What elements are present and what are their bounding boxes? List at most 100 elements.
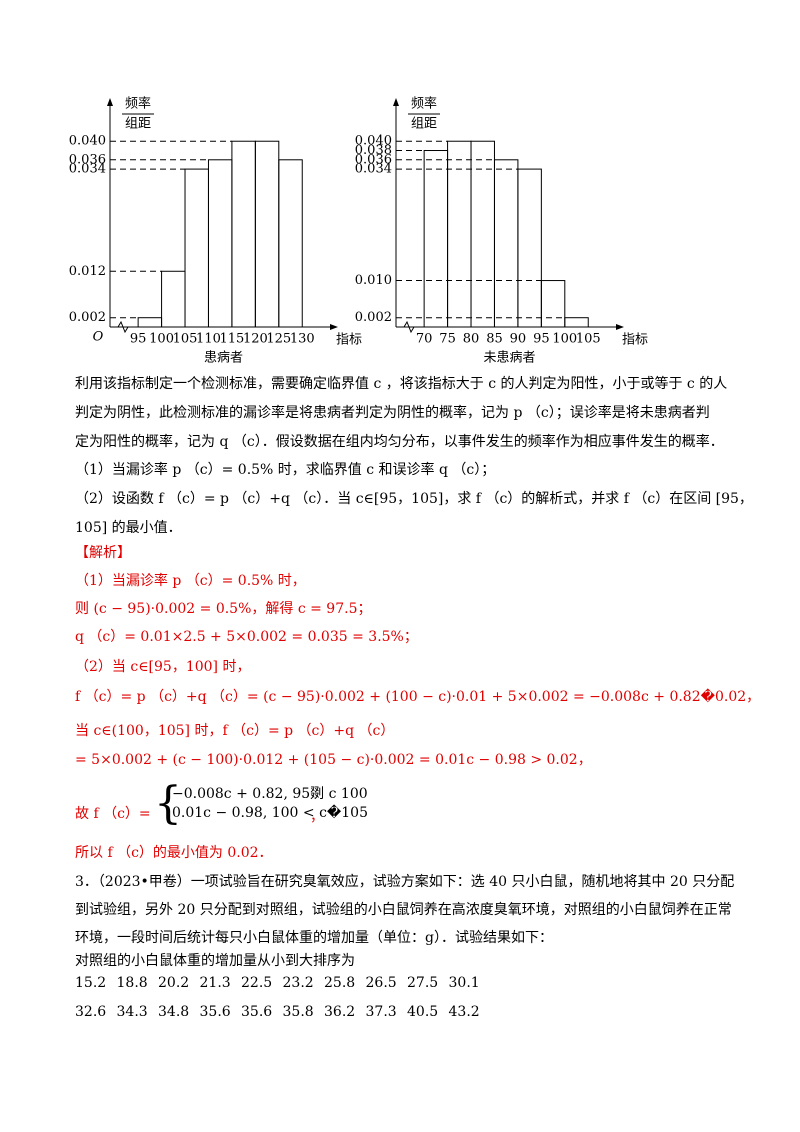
data-value: 15.2 (75, 975, 107, 991)
caption: 患病者 (204, 351, 243, 366)
x-tick-label: 115 (219, 332, 244, 347)
y-tick-label: 0.002 (69, 310, 106, 325)
data-value: 37.3 (365, 1004, 397, 1020)
brace: { (154, 778, 182, 829)
solution-line: （2）当 c∈[95，100] 时， (75, 659, 251, 675)
bar (207, 159, 233, 328)
y-tick-label: 0.036 (69, 152, 106, 167)
bar (278, 159, 303, 328)
data-value: 40.5 (407, 1004, 439, 1020)
y-tick-label: 0.034 (355, 162, 392, 177)
data-value: 26.5 (365, 975, 397, 991)
x-tick-label: 95 (130, 332, 147, 347)
problem3-line: 对照组的小白鼠体重的增加量从小到大排序为 (75, 953, 355, 969)
x-tick-label: 90 (510, 332, 527, 347)
x-arrow (616, 324, 624, 330)
y-tick-label: 0.040 (69, 134, 106, 149)
caption: 未患病者 (483, 351, 535, 366)
problem-line: （1）当漏诊率 p （c）= 0.5% 时，求临界值 c 和误诊率 q （c）； (75, 462, 496, 478)
y-arrow (393, 98, 399, 106)
problem-line: 定为阳性的概率，记为 q （c）．假设数据在组内均匀分布，以事件发生的频率作为相… (75, 434, 724, 450)
data-value: 35.8 (282, 1004, 314, 1020)
problem-line: （2）设函数 f （c）= p （c）+q （c）．当 c∈[95，105]，求… (75, 491, 753, 507)
x-tick-label: 130 (290, 332, 315, 347)
solution-line: 则 (c − 95)·0.002 = 0.5%，解得 c = 97.5； (75, 601, 372, 617)
x-tick-label: 120 (243, 332, 268, 347)
data-value: 21.3 (199, 975, 231, 991)
x-tick-label: 95 (533, 332, 550, 347)
data-value: 34.8 (158, 1004, 190, 1020)
data-value: 36.2 (324, 1004, 356, 1020)
x-label: 指标 (622, 333, 648, 348)
data-value: 35.6 (241, 1004, 273, 1020)
solution-heading: 【解析】 (75, 545, 131, 561)
solution-line: 当 c∈(100，105] 时，f （c）= p （c）+q （c） (75, 723, 395, 739)
y-tick-label: 0.002 (355, 310, 392, 325)
y-tick-label: 0.040 (355, 134, 392, 149)
x-tick-label: 100 (149, 332, 174, 347)
piecewise-suffix: ， (310, 809, 324, 825)
bar (254, 140, 280, 328)
x-tick-label: 85 (486, 332, 503, 347)
problem-line: 利用该指标制定一个检测标准，需要确定临界值 c ，将该指标大于 c 的人判定为阳… (75, 376, 728, 392)
solution-line: q （c）= 0.01×2.5 + 5×0.002 = 0.035 = 3.5%… (75, 629, 418, 645)
solution-line: f （c）= p （c）+q （c）= (c − 95)·0.002 + (10… (75, 689, 761, 705)
problem-line: 105] 的最小值． (75, 520, 182, 536)
y-tick-label: 0.036 (355, 152, 392, 167)
data-value: 34.3 (116, 1004, 148, 1020)
piecewise-prefix: 故 f （c）= (75, 806, 151, 822)
x-tick-label: 110 (196, 332, 221, 347)
x-tick-label: 105 (173, 332, 198, 347)
bar (517, 168, 542, 328)
y-tick-label: 0.010 (355, 273, 392, 288)
data-value: 27.5 (407, 975, 439, 991)
problem-line: 判定为阴性，此检测标准的漏诊率是将患病者判定为阴性的概率，记为 p （c）；误诊… (75, 405, 710, 421)
bar (423, 150, 449, 328)
problem3-line: 3．（2023•甲卷）一项试验旨在研究臭氧效应，试验方案如下：选 40 只小白鼠… (75, 874, 735, 890)
axis-break (117, 320, 129, 334)
data-value: 18.8 (116, 975, 148, 991)
origin: O (93, 330, 104, 345)
piecewise-case: 0.01c − 0.98, 100 < c�105 (172, 805, 368, 821)
x-tick-label: 80 (463, 332, 480, 347)
x-arrow (330, 324, 338, 330)
y-tick-label: 0.038 (355, 143, 392, 158)
data-value: 30.1 (448, 975, 480, 991)
problem3-line: 到试验组，另外 20 只分配到对照组，试验组的小白鼠饲养在高浓度臭氧环境，对照组… (75, 902, 732, 918)
solution-conclusion: 所以 f （c）的最小值为 0.02． (75, 845, 273, 861)
data-value: 23.2 (282, 975, 314, 991)
bar (161, 270, 186, 328)
y-label: 组距 (411, 117, 437, 132)
solution-line: = 5×0.002 + (c − 100)·0.012 + (105 − c)·… (75, 752, 592, 768)
bar (184, 168, 209, 328)
bar (540, 280, 566, 328)
bar (137, 317, 163, 328)
data-value: 22.5 (241, 975, 273, 991)
y-label: 组距 (125, 117, 151, 132)
x-tick-label: 105 (576, 332, 601, 347)
x-tick-label: 100 (552, 332, 577, 347)
bar (231, 140, 256, 328)
data-value: 25.8 (324, 975, 356, 991)
y-arrow (107, 98, 113, 106)
x-tick-label: 70 (416, 332, 433, 347)
data-value: 43.2 (448, 1004, 480, 1020)
solution-line: （1）当漏诊率 p （c）= 0.5% 时， (75, 573, 306, 589)
data-value: 20.2 (158, 975, 190, 991)
axis-break (403, 320, 415, 334)
problem3-line: 环境，一段时间后统计每只小白鼠体重的增加量（单位：g）．试验结果如下： (75, 930, 553, 946)
y-label: 频率 (125, 96, 151, 112)
x-label: 指标 (336, 333, 362, 348)
y-label: 频率 (411, 96, 437, 112)
y-tick-label: 0.034 (69, 162, 106, 177)
x-tick-label: 75 (439, 332, 456, 347)
data-value: 35.6 (199, 1004, 231, 1020)
y-tick-label: 0.012 (69, 264, 106, 279)
data-value: 32.6 (75, 1004, 107, 1020)
bar (564, 317, 589, 328)
piecewise-case: −0.008c + 0.82, 95剟 c 100 (172, 786, 368, 802)
x-tick-label: 125 (266, 332, 291, 347)
bar (493, 159, 519, 328)
